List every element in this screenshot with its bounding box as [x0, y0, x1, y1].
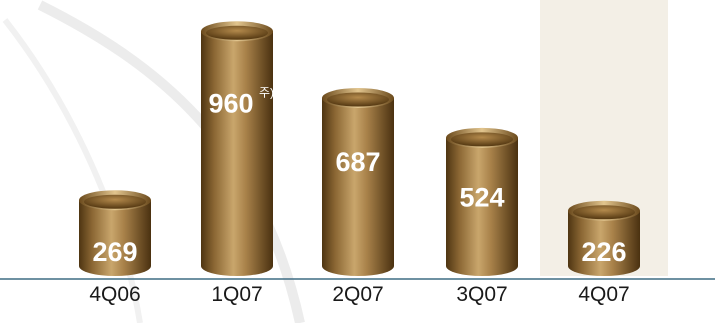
- bar: [322, 88, 394, 276]
- category-label: 4Q06: [89, 283, 140, 306]
- value-note: 주): [259, 85, 274, 99]
- bar-top-inner: [451, 132, 513, 147]
- bar-body: [322, 98, 394, 276]
- bar-body: [446, 137, 518, 276]
- bar-body: [201, 31, 273, 277]
- category-label: 1Q07: [211, 283, 262, 306]
- value-label: 226: [581, 237, 626, 267]
- category-label: 2Q07: [332, 283, 383, 306]
- bar: [446, 127, 518, 276]
- swoosh-line: [37, 0, 305, 323]
- bar-top-inner: [327, 92, 389, 107]
- bar: [201, 21, 273, 277]
- category-label: 3Q07: [456, 283, 507, 306]
- bar: [79, 190, 151, 276]
- bar: [568, 200, 640, 276]
- background-swoosh: [2, 0, 305, 323]
- bar-body: [568, 210, 640, 276]
- bar-top-inner: [206, 25, 268, 40]
- swoosh-line: [2, 18, 143, 323]
- bar-top-inner: [573, 205, 635, 220]
- value-label: 524: [459, 182, 504, 212]
- value-label: 687: [335, 147, 380, 177]
- bar-body: [79, 200, 151, 276]
- value-label: 269: [92, 237, 137, 267]
- category-label: 4Q07: [578, 283, 629, 306]
- value-label: 960: [208, 88, 253, 118]
- bar-top-inner: [84, 194, 146, 209]
